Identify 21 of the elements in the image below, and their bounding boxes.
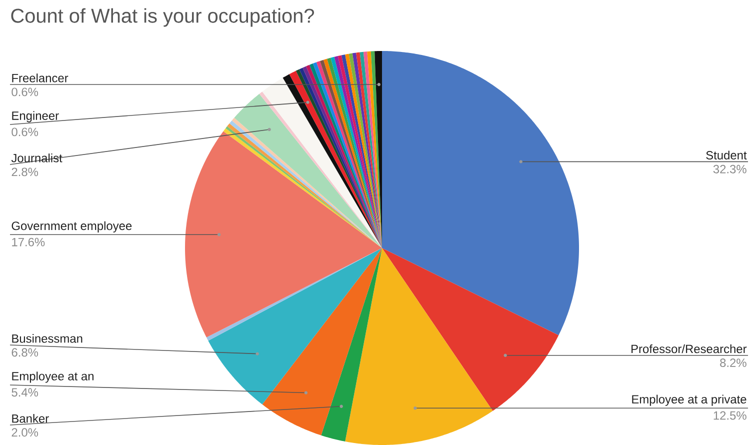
data-label: 8.2% bbox=[720, 358, 746, 367]
slice-label: Student bbox=[706, 150, 747, 160]
slice-label: Employee at a private bbox=[632, 394, 746, 406]
data-label: 2.0% bbox=[12, 428, 38, 437]
data-label: 32.3% bbox=[713, 164, 746, 174]
data-label: 5.4% bbox=[12, 388, 38, 397]
slice-label: Banker bbox=[12, 414, 49, 423]
slice-label: Businessman bbox=[12, 334, 82, 343]
slice-label: Professor/Researcher bbox=[632, 344, 747, 354]
data-label: 0.6% bbox=[12, 128, 38, 136]
slice-label: Employee at an bbox=[12, 372, 94, 383]
data-label: 17.6% bbox=[12, 238, 45, 246]
chart-title: Count of What is your occupation? bbox=[11, 8, 314, 27]
data-label: 0.6% bbox=[12, 88, 38, 96]
data-label: 12.5% bbox=[714, 411, 746, 420]
data-label: 6.8% bbox=[12, 348, 38, 357]
slice-label: Engineer bbox=[12, 111, 59, 122]
data-label: 2.8% bbox=[12, 168, 38, 176]
slice-label: Government employee bbox=[12, 221, 132, 232]
slice-label: Journalist bbox=[11, 154, 62, 162]
slice-label: Freelancer bbox=[12, 74, 68, 82]
